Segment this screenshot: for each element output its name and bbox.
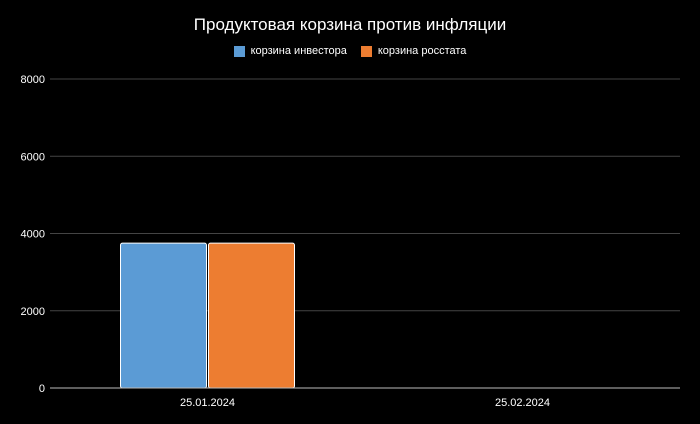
legend-item-rosstat[interactable]: корзина росстата [360, 45, 467, 57]
legend-swatch-rosstat [360, 45, 372, 57]
y-tick-label-0: 0 [39, 383, 45, 395]
legend-label-rosstat: корзина росстата [377, 45, 467, 57]
x-tick-label-1: 25.02.2024 [495, 397, 550, 409]
y-tick-label-8000: 8000 [21, 74, 45, 86]
legend-swatch-investor [233, 45, 245, 57]
bar-rosstat-0 [208, 242, 295, 389]
legend-item-investor[interactable]: корзина инвестора [233, 45, 347, 57]
bar-investor-0 [120, 242, 207, 389]
y-tick-label-2000: 2000 [21, 306, 45, 318]
legend-label-investor: корзина инвестора [250, 45, 347, 57]
chart-title: Продуктовая корзина против инфляции [193, 15, 507, 34]
y-tick-label-6000: 6000 [21, 151, 45, 163]
x-tick-label-0: 25.01.2024 [180, 397, 235, 409]
y-tick-label-4000: 4000 [21, 229, 45, 241]
chart-legend: корзина инвестора корзина росстата [0, 45, 700, 57]
